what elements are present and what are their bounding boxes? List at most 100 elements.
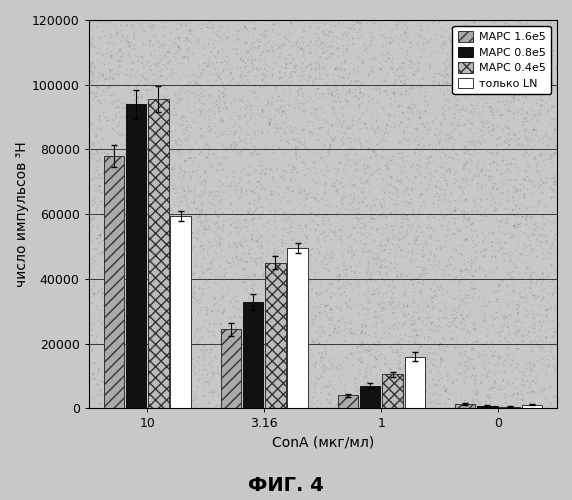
- Point: [459, 190, 468, 198]
- Point: [143, 340, 152, 348]
- Point: [229, 256, 238, 264]
- Point: [173, 369, 182, 377]
- Point: [436, 174, 445, 182]
- Point: [325, 102, 334, 110]
- Point: [521, 95, 530, 103]
- Point: [517, 274, 526, 282]
- Point: [362, 394, 371, 402]
- Point: [181, 249, 190, 257]
- Point: [488, 70, 497, 78]
- Point: [349, 130, 358, 138]
- Point: [248, 216, 257, 224]
- Point: [419, 277, 428, 285]
- Point: [511, 160, 520, 168]
- Point: [363, 310, 372, 318]
- Point: [420, 368, 429, 376]
- Point: [483, 400, 492, 408]
- Point: [354, 390, 363, 398]
- Point: [387, 160, 396, 168]
- Point: [515, 94, 524, 102]
- Point: [216, 314, 225, 322]
- Point: [492, 264, 501, 272]
- Point: [349, 22, 358, 30]
- Point: [522, 332, 531, 340]
- Point: [157, 214, 166, 222]
- Point: [197, 323, 206, 331]
- Point: [152, 364, 161, 372]
- Point: [421, 142, 430, 150]
- Point: [194, 159, 204, 167]
- Point: [504, 160, 513, 168]
- Point: [403, 302, 412, 310]
- Point: [168, 212, 177, 220]
- Point: [259, 140, 268, 148]
- Point: [423, 210, 432, 218]
- Point: [223, 66, 232, 74]
- Point: [441, 385, 450, 393]
- Point: [180, 176, 189, 184]
- Point: [196, 22, 205, 30]
- Point: [491, 52, 500, 60]
- Point: [506, 23, 515, 31]
- Point: [385, 80, 394, 88]
- Point: [420, 198, 430, 205]
- Point: [320, 64, 329, 72]
- Point: [104, 214, 113, 222]
- Point: [423, 130, 432, 138]
- Point: [279, 314, 288, 322]
- Point: [368, 84, 378, 92]
- Point: [107, 48, 116, 56]
- Point: [275, 93, 284, 101]
- Point: [134, 118, 143, 126]
- Point: [377, 104, 386, 112]
- Point: [284, 83, 293, 91]
- Point: [448, 74, 457, 82]
- Point: [278, 74, 287, 82]
- Point: [539, 220, 548, 228]
- Point: [357, 342, 366, 349]
- Point: [482, 56, 491, 64]
- Point: [208, 40, 217, 48]
- Point: [414, 60, 423, 68]
- Point: [331, 325, 340, 333]
- Point: [308, 148, 317, 156]
- Point: [479, 352, 488, 360]
- Point: [416, 270, 426, 278]
- Point: [331, 78, 340, 86]
- Point: [315, 34, 324, 42]
- Point: [388, 26, 397, 34]
- Point: [495, 355, 504, 363]
- Point: [181, 282, 190, 290]
- Point: [508, 22, 517, 30]
- Point: [293, 165, 302, 173]
- Point: [438, 244, 447, 252]
- Point: [92, 333, 101, 341]
- Point: [101, 187, 110, 195]
- Point: [509, 190, 518, 198]
- Point: [153, 90, 162, 98]
- Point: [474, 26, 483, 34]
- Point: [376, 200, 385, 207]
- Point: [201, 206, 210, 214]
- Point: [327, 305, 336, 313]
- Point: [488, 383, 497, 391]
- Point: [366, 350, 375, 358]
- Point: [199, 44, 208, 52]
- Point: [295, 392, 304, 400]
- Point: [262, 165, 271, 173]
- Point: [280, 166, 289, 174]
- Point: [470, 18, 479, 26]
- Point: [173, 21, 182, 29]
- Point: [416, 263, 426, 271]
- Point: [245, 171, 254, 179]
- Point: [99, 109, 108, 117]
- Point: [480, 22, 490, 30]
- Point: [525, 384, 534, 392]
- Point: [492, 108, 502, 116]
- Point: [366, 56, 375, 64]
- Point: [418, 351, 427, 359]
- Point: [372, 342, 381, 349]
- Point: [232, 224, 241, 232]
- Point: [539, 294, 548, 302]
- Point: [88, 68, 97, 76]
